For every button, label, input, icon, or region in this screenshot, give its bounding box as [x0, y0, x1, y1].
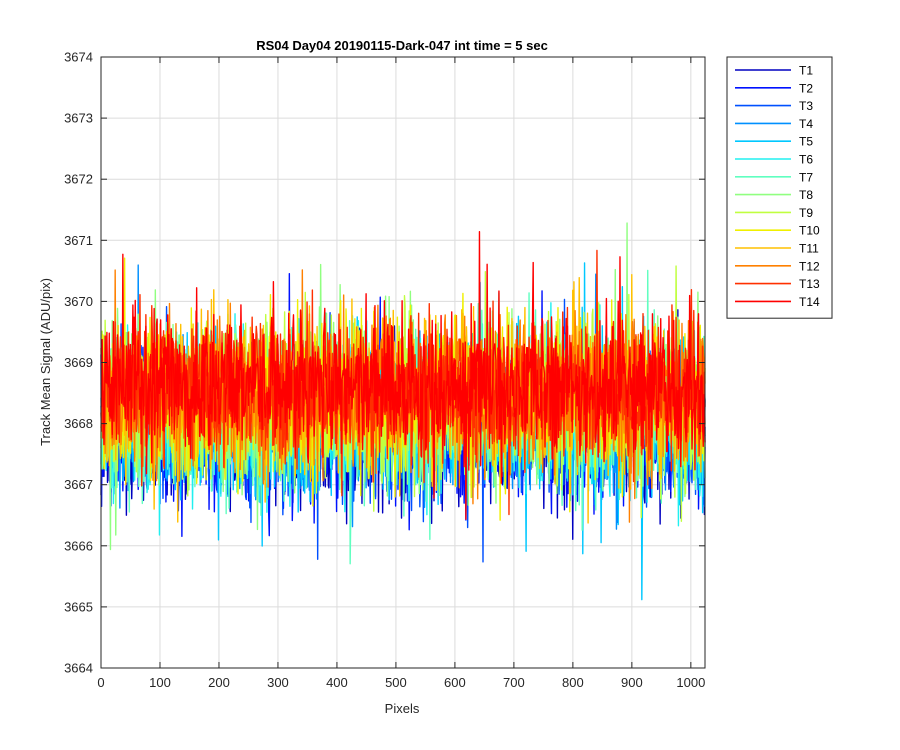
- y-tick-label: 3668: [64, 416, 93, 431]
- legend-label-t11: T11: [799, 242, 819, 256]
- y-tick-label: 3667: [64, 477, 93, 492]
- legend-label-t5: T5: [799, 135, 813, 149]
- legend-label-t14: T14: [799, 295, 820, 309]
- legend-label-t6: T6: [799, 153, 813, 167]
- y-tick-label: 3672: [64, 172, 93, 187]
- legend-label-t13: T13: [799, 277, 820, 291]
- x-axis-label: Pixels: [385, 701, 420, 716]
- y-tick-label: 3673: [64, 111, 93, 126]
- y-axis-label: Track Mean Signal (ADU/pix): [38, 278, 53, 446]
- legend-box: [726, 56, 833, 319]
- legend-label-t9: T9: [799, 206, 813, 220]
- y-tick-label: 3665: [64, 599, 93, 614]
- x-tick-label: 400: [326, 675, 348, 690]
- legend-label-t3: T3: [799, 99, 813, 113]
- legend-label-t12: T12: [799, 259, 820, 273]
- x-tick-label: 300: [267, 675, 289, 690]
- x-tick-label: 0: [97, 675, 104, 690]
- legend-label-t4: T4: [799, 117, 813, 131]
- x-tick-label: 500: [385, 675, 407, 690]
- x-tick-label: 800: [562, 675, 584, 690]
- chart-title: RS04 Day04 20190115-Dark-047 int time = …: [256, 38, 548, 53]
- x-tick-label: 700: [503, 675, 525, 690]
- y-tick-label: 3669: [64, 355, 93, 370]
- legend-label-t1: T1: [799, 64, 813, 78]
- legend-label-t8: T8: [799, 188, 813, 202]
- series-line-t14: [100, 231, 706, 520]
- x-tick-label: 600: [444, 675, 466, 690]
- legend: T1 T2 T3 T4 T5 T6 T7 T8 T9 T10 T11 T12 T13 T14: [726, 56, 833, 319]
- x-tick-label: 200: [208, 675, 230, 690]
- y-tick-label: 3671: [64, 233, 93, 248]
- legend-label-t2: T2: [799, 81, 813, 95]
- y-tick-label: 3670: [64, 294, 93, 309]
- axes: 0 100 200 300 400 500 600 700 800 900 1000 3664 3665…: [64, 50, 706, 690]
- x-tick-label: 100: [149, 675, 171, 690]
- x-tick-label: 1000: [676, 675, 705, 690]
- legend-label-t7: T7: [799, 170, 813, 184]
- y-tick-label: 3664: [64, 661, 93, 676]
- legend-label-t10: T10: [799, 224, 820, 238]
- series-lines: [100, 222, 706, 601]
- y-tick-label: 3674: [64, 50, 93, 65]
- y-tick-label: 3666: [64, 538, 93, 553]
- x-tick-label: 900: [621, 675, 643, 690]
